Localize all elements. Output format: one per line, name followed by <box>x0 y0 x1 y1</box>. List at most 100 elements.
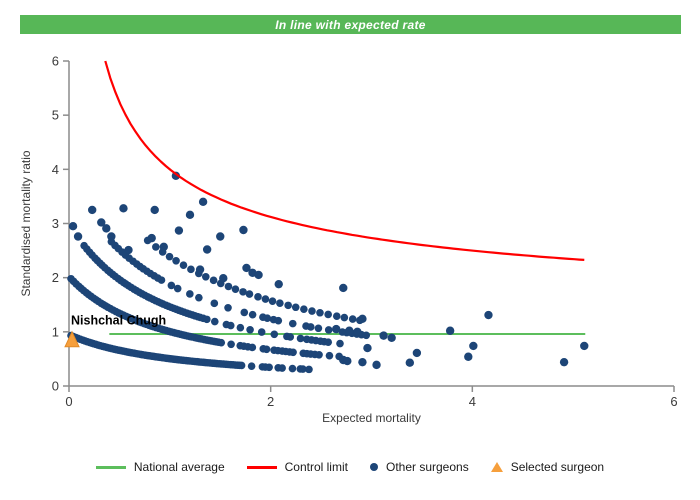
other-surgeon-point[interactable] <box>119 204 128 213</box>
other-surgeon-point[interactable] <box>227 340 235 349</box>
other-surgeon-point[interactable] <box>484 310 493 320</box>
other-surgeon-point[interactable] <box>247 362 256 370</box>
other-surgeon-point[interactable] <box>299 365 307 373</box>
other-surgeon-point[interactable] <box>278 364 286 372</box>
other-surgeon-point[interactable] <box>332 312 341 320</box>
other-surgeon-point[interactable] <box>288 364 297 373</box>
other-surgeon-point[interactable] <box>345 326 354 335</box>
selected-surgeon-marker[interactable] <box>64 330 80 348</box>
other-surgeon-point[interactable] <box>268 297 277 305</box>
other-surgeon-point[interactable] <box>379 331 388 340</box>
other-surgeon-point[interactable] <box>265 363 273 372</box>
other-surgeon-point[interactable] <box>187 265 195 274</box>
other-surgeon-point[interactable] <box>316 308 324 317</box>
other-surgeon-point[interactable] <box>172 257 180 265</box>
other-surgeon-point[interactable] <box>274 279 283 289</box>
other-surgeon-point[interactable] <box>174 226 184 235</box>
other-surgeon-point[interactable] <box>580 341 589 351</box>
other-surgeon-point[interactable] <box>239 288 247 296</box>
other-surgeon-point[interactable] <box>97 218 106 227</box>
other-surgeon-point[interactable] <box>124 245 133 255</box>
other-surgeon-point[interactable] <box>324 326 333 334</box>
other-surgeon-point[interactable] <box>157 276 166 284</box>
other-surgeon-point[interactable] <box>219 274 228 283</box>
other-surgeon-point[interactable] <box>254 293 262 301</box>
other-surgeon-point[interactable] <box>274 316 283 325</box>
other-surgeon-point[interactable] <box>276 299 284 307</box>
other-surgeon-point[interactable] <box>179 261 188 270</box>
other-surgeon-point[interactable] <box>226 321 235 330</box>
other-surgeon-point[interactable] <box>242 263 251 273</box>
other-surgeon-point[interactable] <box>150 205 159 215</box>
other-surgeon-point[interactable] <box>159 242 168 251</box>
other-surgeon-point[interactable] <box>348 315 357 323</box>
other-surgeon-point[interactable] <box>185 210 195 220</box>
other-surgeon-point[interactable] <box>224 303 232 312</box>
other-surgeon-point[interactable] <box>239 225 248 235</box>
other-surgeon-point[interactable] <box>262 345 271 354</box>
other-surgeon-point[interactable] <box>372 360 381 370</box>
other-surgeon-point[interactable] <box>362 331 371 340</box>
other-surgeon-point[interactable] <box>68 222 78 231</box>
other-surgeon-point[interactable] <box>209 276 218 285</box>
other-surgeon-point[interactable] <box>358 357 367 367</box>
other-surgeon-point[interactable] <box>173 284 182 293</box>
other-surgeon-point[interactable] <box>284 301 292 310</box>
other-surgeon-point[interactable] <box>224 282 233 291</box>
other-surgeon-point[interactable] <box>343 356 352 366</box>
other-surgeon-point[interactable] <box>240 308 249 317</box>
other-surgeon-point[interactable] <box>445 326 455 335</box>
other-surgeon-point[interactable] <box>325 351 334 360</box>
other-surgeon-point[interactable] <box>261 295 270 303</box>
other-surgeon-point[interactable] <box>353 327 362 337</box>
other-surgeon-point[interactable] <box>202 245 212 254</box>
other-surgeon-point[interactable] <box>152 243 160 251</box>
other-surgeon-point[interactable] <box>210 299 219 308</box>
other-surgeon-point[interactable] <box>203 315 211 324</box>
other-surgeon-point[interactable] <box>257 328 266 336</box>
other-surgeon-point[interactable] <box>358 314 367 324</box>
other-surgeon-point[interactable] <box>246 325 254 334</box>
other-surgeon-point[interactable] <box>363 343 372 353</box>
other-surgeon-point[interactable] <box>263 314 272 323</box>
other-surgeon-point[interactable] <box>201 273 210 281</box>
other-surgeon-point[interactable] <box>236 323 245 332</box>
other-surgeon-point[interactable] <box>217 338 226 347</box>
other-surgeon-point[interactable] <box>254 270 263 280</box>
other-surgeon-point[interactable] <box>559 357 569 367</box>
other-surgeon-point[interactable] <box>324 338 333 346</box>
other-surgeon-point[interactable] <box>107 232 116 241</box>
other-surgeon-point[interactable] <box>237 361 246 370</box>
other-surgeon-point[interactable] <box>296 334 305 343</box>
other-surgeon-point[interactable] <box>288 319 297 328</box>
other-surgeon-point[interactable] <box>339 283 348 293</box>
other-surgeon-point[interactable] <box>248 343 257 352</box>
other-surgeon-point[interactable] <box>147 233 156 243</box>
other-surgeon-point[interactable] <box>336 339 344 348</box>
other-surgeon-point[interactable] <box>245 290 254 298</box>
other-surgeon-point[interactable] <box>195 293 203 302</box>
other-surgeon-point[interactable] <box>198 197 208 207</box>
other-surgeon-point[interactable] <box>315 350 323 359</box>
other-surgeon-point[interactable] <box>210 317 219 326</box>
other-surgeon-point[interactable] <box>87 205 97 215</box>
other-surgeon-point[interactable] <box>308 307 316 315</box>
other-surgeon-point[interactable] <box>195 265 205 274</box>
other-surgeon-point[interactable] <box>167 281 176 290</box>
other-surgeon-point[interactable] <box>102 224 111 233</box>
other-surgeon-point[interactable] <box>186 290 194 298</box>
other-surgeon-point[interactable] <box>291 303 300 312</box>
other-surgeon-point[interactable] <box>286 333 295 341</box>
other-surgeon-point[interactable] <box>231 285 240 293</box>
other-surgeon-point[interactable] <box>73 232 83 241</box>
other-surgeon-point[interactable] <box>324 310 332 319</box>
other-surgeon-point[interactable] <box>314 324 323 333</box>
other-surgeon-point[interactable] <box>332 324 341 334</box>
other-surgeon-point[interactable] <box>300 305 308 313</box>
other-surgeon-point[interactable] <box>248 310 257 319</box>
other-surgeon-point[interactable] <box>469 341 478 351</box>
other-surgeon-point[interactable] <box>405 358 415 367</box>
other-surgeon-point[interactable] <box>387 333 396 342</box>
other-surgeon-point[interactable] <box>289 348 297 357</box>
other-surgeon-point[interactable] <box>464 352 473 361</box>
